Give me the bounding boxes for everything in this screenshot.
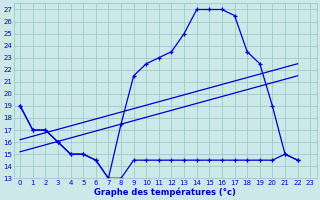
X-axis label: Graphe des températures (°c): Graphe des températures (°c)	[94, 187, 236, 197]
